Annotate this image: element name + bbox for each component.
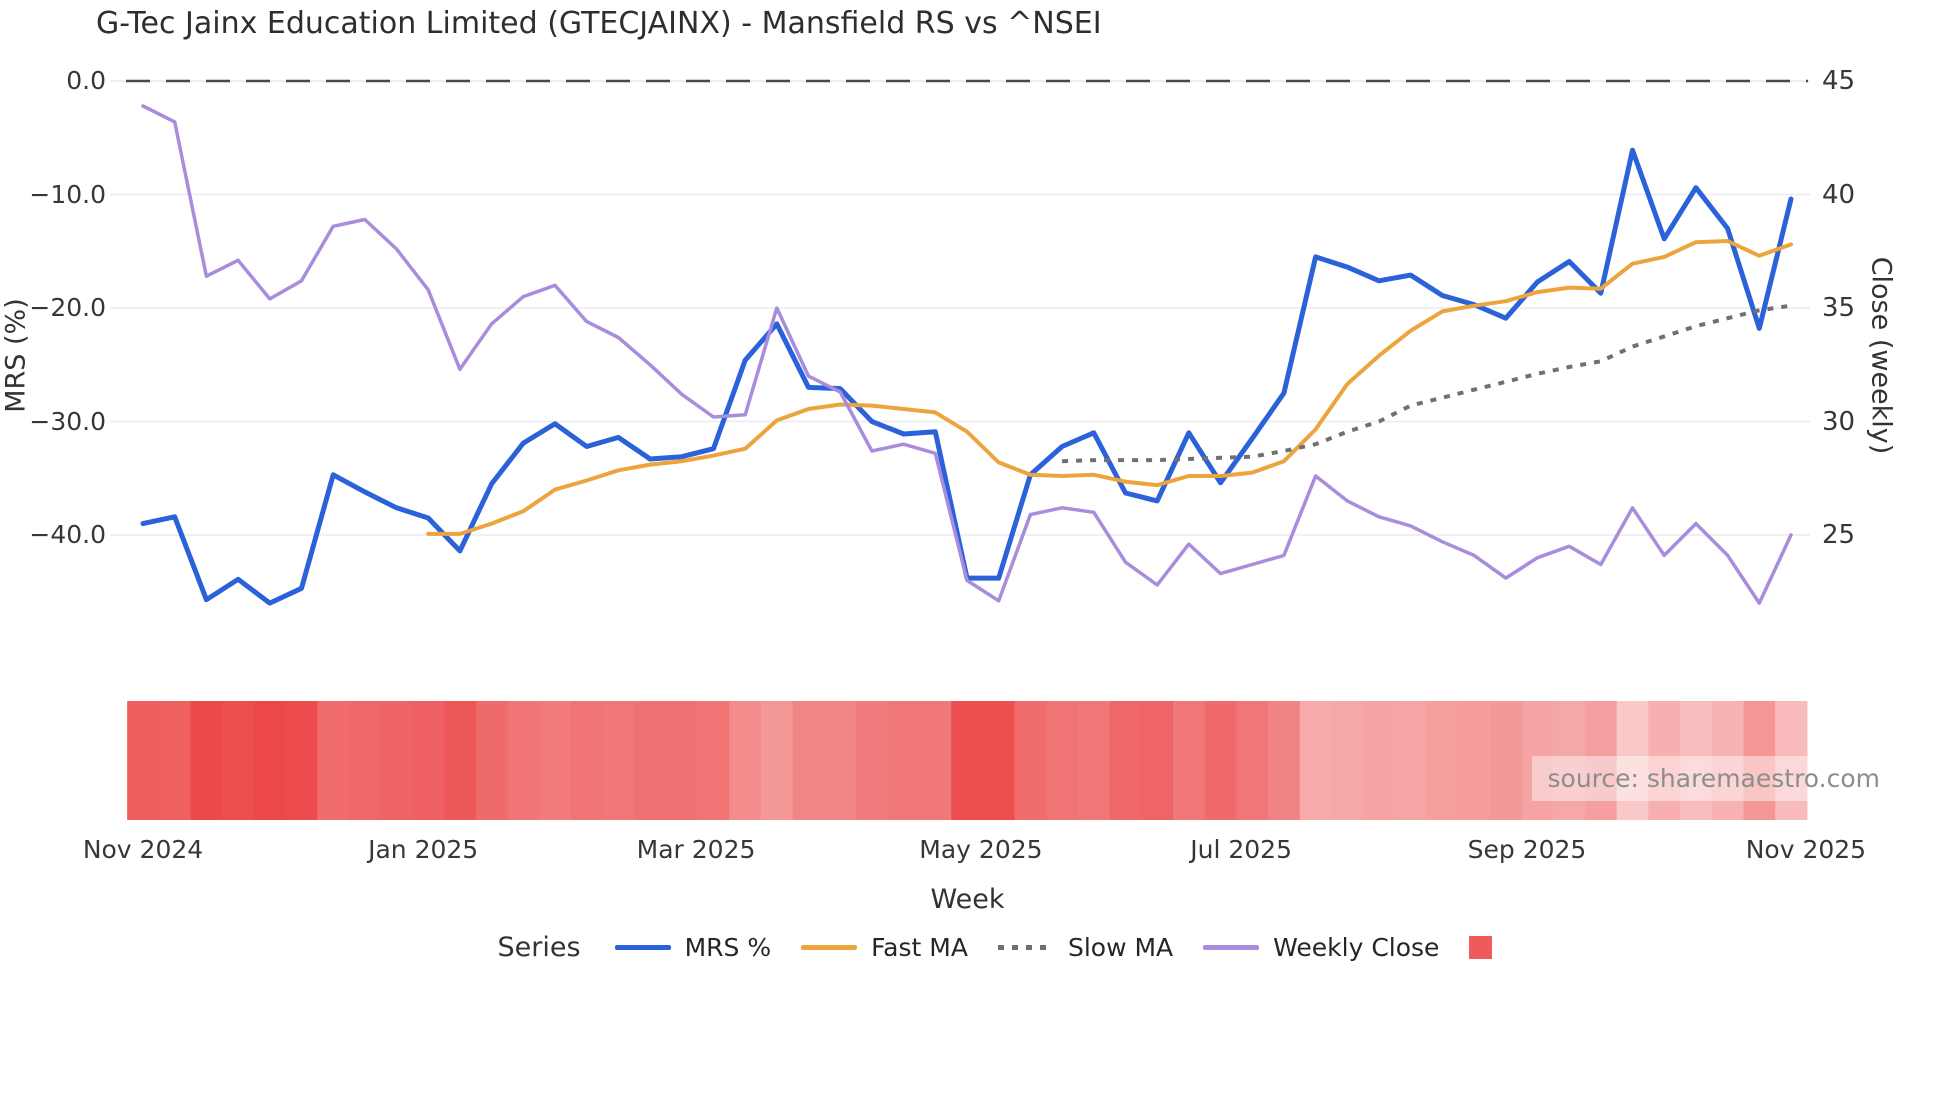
heatmap-cell xyxy=(792,701,825,820)
heatmap-cell xyxy=(1680,701,1713,820)
heatmap-cell xyxy=(570,701,604,820)
weekly-close-line xyxy=(141,104,1793,605)
heatmap-cell xyxy=(1046,701,1079,820)
heatmap-cell xyxy=(380,701,413,820)
left-tick-label: −40.0 xyxy=(29,520,106,549)
right-axis-title: Close (weekly) xyxy=(1865,256,1897,455)
left-tick-label: −10.0 xyxy=(29,179,106,209)
legend-item: Fast MA xyxy=(801,933,968,962)
right-tick-label: 35 xyxy=(1822,293,1856,323)
heatmap-cell xyxy=(824,701,857,820)
legend-line-swatch xyxy=(1203,945,1260,950)
heatmap-cell xyxy=(412,701,445,820)
left-tick-label: −20.0 xyxy=(29,293,106,322)
legend-item: MRS % xyxy=(614,933,772,962)
heatmap-cell xyxy=(444,701,477,820)
legend-square-swatch xyxy=(1469,936,1493,959)
heatmap-cell xyxy=(729,701,762,820)
heatmap-cell xyxy=(1299,701,1333,820)
heatmap-cell xyxy=(1458,701,1491,820)
heatmap-cell xyxy=(475,701,509,820)
heatmap-cell xyxy=(1648,701,1681,820)
x-tick-label: Jul 2025 xyxy=(1190,835,1292,864)
right-tick-label: 45 xyxy=(1822,66,1856,96)
heatmap-cell xyxy=(190,701,223,820)
heatmap-cell xyxy=(1743,701,1776,820)
left-tick-label: 0.0 xyxy=(66,66,106,95)
right-tick-label: 40 xyxy=(1822,179,1856,210)
chart-title: G-Tec Jainx Education Limited (GTECJAINX… xyxy=(96,6,1102,41)
x-tick-label: May 2025 xyxy=(919,835,1043,864)
heatmap-cell xyxy=(982,701,1016,820)
heatmap-cell xyxy=(887,701,921,820)
heatmap-cell xyxy=(158,701,192,820)
legend-line-swatch xyxy=(801,945,858,950)
heatmap-cell xyxy=(222,701,255,820)
heatmap-cell xyxy=(1775,701,1808,820)
heatmap-cell xyxy=(856,701,889,820)
heatmap-cell xyxy=(951,701,984,820)
heatmap-cell xyxy=(1553,701,1586,820)
heatmap-cell xyxy=(1141,701,1174,820)
right-tick-label: 30 xyxy=(1822,406,1856,437)
heatmap-cell xyxy=(1616,701,1649,820)
heatmap-cell xyxy=(507,701,540,820)
heatmap-cell xyxy=(253,701,287,820)
legend-line-swatch xyxy=(614,945,671,950)
heatmap-cell xyxy=(317,701,350,820)
legend-item-label: Weekly Close xyxy=(1273,933,1440,962)
heatmap-cell xyxy=(1204,701,1237,820)
legend-line-swatch xyxy=(997,945,1054,950)
heatmap-cell xyxy=(1711,701,1745,820)
heatmap-cell xyxy=(1236,701,1269,820)
left-tick-label: −30.0 xyxy=(29,406,106,436)
x-axis-title: Week xyxy=(930,884,1005,915)
legend-item xyxy=(1469,936,1493,959)
heatmap-cell xyxy=(1426,701,1459,820)
heatmap-cell xyxy=(1394,701,1428,820)
heatmap-cell xyxy=(1014,701,1047,820)
heatmap-cell xyxy=(665,701,699,820)
heatmap-cell xyxy=(1268,701,1301,820)
heatmap-cell xyxy=(1109,701,1142,820)
fast-ma-line xyxy=(426,239,1793,536)
legend-item-label: Slow MA xyxy=(1067,933,1174,962)
heatmap-cell xyxy=(761,701,794,820)
source-watermark: source: sharemaestro.com xyxy=(1531,756,1896,801)
heatmap-cell xyxy=(1173,701,1206,820)
heatmap-cell xyxy=(602,701,635,820)
x-tick-label: Mar 2025 xyxy=(636,835,756,864)
heatmap-cell xyxy=(1077,701,1111,820)
legend-item: Weekly Close xyxy=(1203,933,1439,962)
heatmap-cell xyxy=(285,701,318,820)
heatmap-cell xyxy=(1489,701,1523,820)
legend-title: Series xyxy=(497,932,581,963)
heatmap-cell xyxy=(1331,701,1364,820)
heatmap-cell xyxy=(1521,701,1554,820)
left-axis-title: MRS (%) xyxy=(0,298,32,413)
legend-item-label: Fast MA xyxy=(871,933,968,962)
x-tick-label: Sep 2025 xyxy=(1467,835,1587,864)
x-tick-label: Jan 2025 xyxy=(368,835,479,864)
heatmap-cell xyxy=(1363,701,1396,820)
heatmap-cell xyxy=(1585,701,1618,820)
right-tick-label: 25 xyxy=(1822,520,1856,550)
x-tick-label: Nov 2024 xyxy=(82,835,204,864)
legend: Series MRS % Fast MA Slow MA Weekly Close xyxy=(0,932,1960,963)
legend-item: Slow MA xyxy=(997,933,1174,962)
heatmap-cell xyxy=(697,701,730,820)
heatmap-cell xyxy=(919,701,952,820)
x-tick-label: Nov 2025 xyxy=(1745,835,1867,864)
heatmap-cell xyxy=(634,701,667,820)
heatmap-cell xyxy=(127,701,160,820)
heatmap-cell xyxy=(349,701,382,820)
legend-item-label: MRS % xyxy=(684,933,772,962)
slow-ma-line xyxy=(1062,303,1792,464)
heatmap-cell xyxy=(539,701,572,820)
